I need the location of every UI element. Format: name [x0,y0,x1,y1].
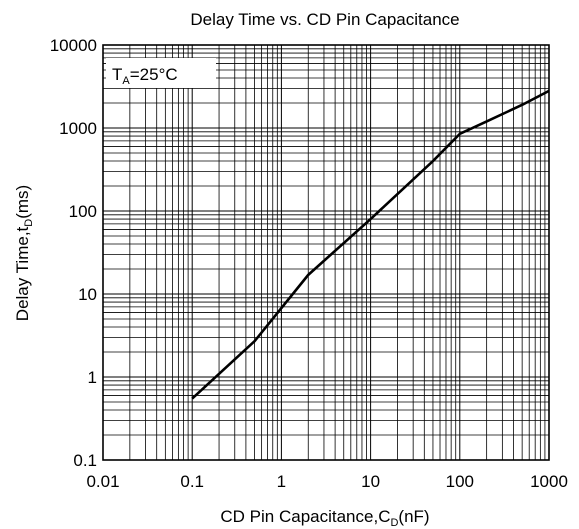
y-axis-label: Delay Time,tD(ms) [13,185,35,321]
grid [102,45,549,461]
y-tick-label: 0.1 [73,451,97,470]
x-tick-label: 1 [277,472,286,491]
chart-title: Delay Time vs. CD Pin Capacitance [190,10,459,29]
annotation-box [106,58,216,88]
y-tick-label: 1000 [59,119,97,138]
x-tick-label: 10 [361,472,380,491]
x-tick-labels: 0.01 0.1 1 10 100 1000 [86,472,567,491]
y-tick-labels: 0.1 1 10 100 1000 10000 [50,36,97,470]
y-tick-label: 1 [88,368,97,387]
y-tick-label: 10 [78,285,97,304]
series-line [191,89,550,400]
x-axis-label: CD Pin Capacitance,CD(nF) [220,507,429,529]
x-tick-label: 1000 [530,472,568,491]
x-tick-label: 0.1 [180,472,204,491]
y-tick-label: 100 [69,202,97,221]
x-tick-label: 100 [446,472,474,491]
y-tick-label: 10000 [50,36,97,55]
plot-frame [102,44,550,461]
x-tick-label: 0.01 [86,472,119,491]
temperature-annotation: TA=25°C [112,65,178,87]
series-layer [191,89,550,400]
